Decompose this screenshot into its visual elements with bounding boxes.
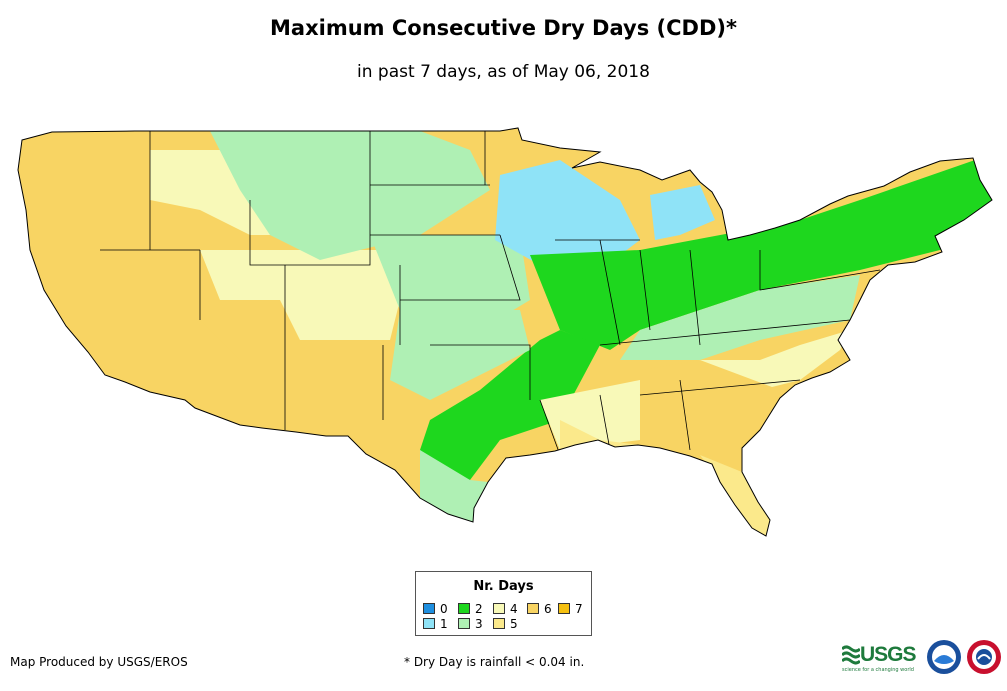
usgs-wave-icon [842,645,860,665]
legend-item-2: 2 [458,603,483,615]
usgs-logo: USGS science for a changing world [842,643,918,673]
legend-label: 3 [475,617,483,631]
legend-item-4: 4 [493,603,518,615]
region-south-texas [420,450,488,522]
legend-item-1: 1 [423,618,448,630]
region-michigan [650,185,715,240]
region-oklahoma [390,310,530,400]
dry-day-footnote: * Dry Day is rainfall < 0.04 in. [404,655,585,669]
region-upper-midwest [495,160,640,270]
usgs-wordmark: USGS [860,643,917,666]
legend-label: 1 [440,617,448,631]
legend-label: 4 [510,602,518,616]
region-ohio-valley [620,275,860,360]
region-northeast [640,160,992,330]
nws-logo-icon [967,640,1001,674]
legend-swatch [458,618,470,629]
map-credit: Map Produced by USGS/EROS [10,655,188,669]
map-subtitle: in past 7 days, as of May 06, 2018 [357,62,650,82]
region-southeast [640,360,780,472]
legend-item-7: 7 [558,603,583,615]
legend-item-0: 0 [423,603,448,615]
legend-swatch [423,618,435,629]
noaa-logo-icon [927,640,961,674]
legend: Nr. Days 0 1 2 3 4 5 6 7 [415,571,592,636]
state-boundaries [100,131,881,456]
legend-item-6: 6 [527,603,552,615]
usgs-tagline: science for a changing world [842,667,914,673]
map-title: Maximum Consecutive Dry Days (CDD)* [270,16,737,40]
legend-swatch [527,603,539,614]
region-northern-plains [210,131,490,260]
legend-label: 6 [544,602,552,616]
legend-label: 2 [475,602,483,616]
legend-swatch [493,618,505,629]
legend-swatch [458,603,470,614]
legend-title: Nr. Days [473,579,534,594]
region-four-corners [200,250,400,340]
legend-swatch [423,603,435,614]
region-great-basin [100,250,240,420]
legend-label: 0 [440,602,448,616]
legend-swatch [493,603,505,614]
agency-logos: USGS science for a changing world [842,637,1004,677]
legend-label: 7 [575,602,583,616]
legend-swatch [558,603,570,614]
legend-item-5: 5 [493,618,518,630]
legend-item-3: 3 [458,618,483,630]
region-central-plains [370,235,530,330]
region-texas-oklahoma-band [420,330,600,480]
legend-label: 5 [510,617,518,631]
